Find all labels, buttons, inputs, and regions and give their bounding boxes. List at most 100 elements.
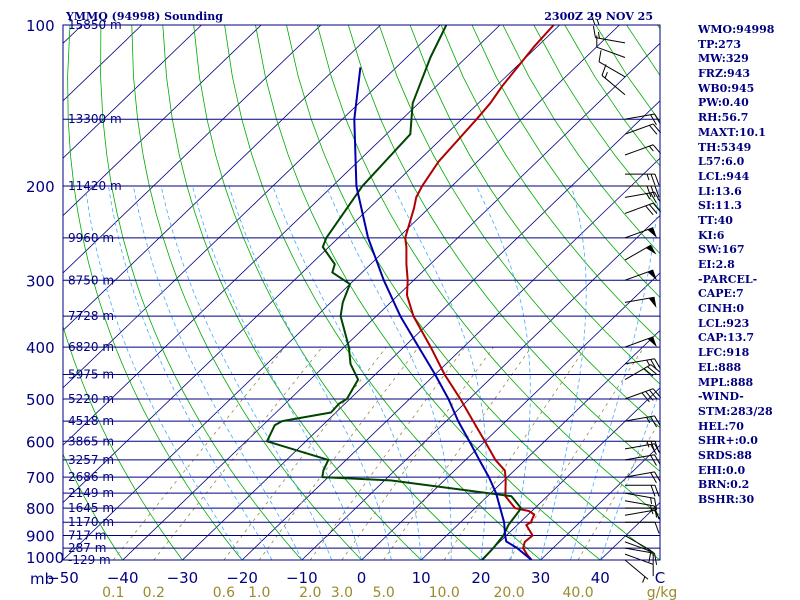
mixing-ratio-label: 1.0 (248, 585, 270, 600)
height-label: 5975 m (68, 367, 114, 381)
pressure-axis: 100 200 300 400 500 600 700 800 900 1000 (26, 17, 64, 567)
index-value: SW:167 (698, 243, 745, 257)
mixing-ratio-line (443, 346, 587, 560)
wind-barb (625, 521, 660, 534)
temperature-axis: −50 −40 −30 −20 −10 0 10 20 30 40 C (47, 569, 665, 587)
pressure-tick-label: 200 (26, 178, 55, 196)
dry-adiabat (67, 25, 243, 560)
wind-barb (624, 123, 662, 135)
isotherm (480, 387, 660, 560)
index-value: LI:13.6 (698, 184, 742, 198)
isotherm (301, 215, 660, 560)
temperature-tick-label: −30 (167, 569, 199, 587)
index-value: MW:329 (698, 52, 749, 66)
moist-adiabat (392, 185, 487, 560)
dry-adiabat (255, 25, 601, 560)
wind-barb (601, 64, 626, 96)
dry-adiabat (440, 25, 660, 342)
wind-barb (624, 500, 658, 518)
height-label: 287 m (68, 541, 106, 555)
index-value: CAPE:7 (698, 287, 744, 301)
index-value: FRZ:943 (698, 67, 751, 81)
height-label: 9960 m (68, 231, 114, 245)
isotherm (63, 25, 560, 504)
index-value: LCL:923 (698, 316, 750, 330)
temperature-tick-label: −40 (107, 569, 139, 587)
wind-barb (624, 541, 654, 564)
dry-adiabat (378, 25, 660, 429)
mixing-ratio-label: 0.2 (143, 585, 165, 600)
isotherm (241, 157, 660, 560)
mixing-ratio-line (383, 346, 532, 560)
index-value: MAXT:10.1 (698, 125, 766, 139)
mixing-ratio-label: 5.0 (373, 585, 395, 600)
height-label: 717 m (68, 529, 106, 543)
wind-barb (624, 553, 654, 577)
height-label: 11420 m (68, 179, 122, 193)
index-value: TP:273 (698, 37, 742, 51)
wind-barb (592, 26, 626, 44)
index-value: KI:6 (698, 228, 725, 242)
wind-barb (624, 415, 661, 427)
moist-adiabat (228, 185, 392, 560)
temperature-tick-label: 0 (357, 569, 367, 587)
dry-adiabat (63, 325, 183, 560)
isotherm (63, 25, 262, 217)
index-value: PW:0.40 (698, 96, 749, 110)
dry-adiabat (317, 25, 660, 516)
pressure-tick-label: 600 (26, 433, 55, 451)
dry-adiabat (224, 25, 542, 560)
mixing-ratio-label: 0.1 (102, 585, 124, 600)
isotherm (182, 100, 660, 560)
moist-adiabat (325, 185, 452, 560)
dry-adiabat (131, 25, 363, 560)
dry-adiabat (63, 559, 64, 560)
height-label: 6820 m (68, 340, 114, 354)
wind-barb (624, 269, 657, 281)
stability-index-panel: WMO:94998 TP:273 MW:329 FRZ:943 WB0:945 PW:0.… (698, 23, 798, 508)
mixing-ratio-label: 40.0 (562, 585, 593, 600)
height-label: 1645 m (68, 501, 114, 515)
index-value: -PARCEL- (698, 272, 758, 286)
moist-adiabat (108, 186, 273, 560)
mixing-ratio-line (153, 346, 323, 560)
index-value: CAP:13.7 (698, 331, 755, 345)
index-value: EI:2.8 (698, 258, 735, 271)
mixing-ratio-label: 3.0 (331, 585, 353, 600)
temperature-tick-label: 10 (412, 569, 431, 587)
dry-adiabat (100, 25, 303, 560)
pressure-tick-label: 900 (26, 528, 55, 546)
wind-barb (624, 364, 661, 381)
temperature-tick-label: 20 (471, 569, 490, 587)
mixing-ratio-label: 2.0 (299, 585, 321, 600)
wind-barb (598, 50, 626, 78)
pressure-tick-label: 500 (26, 391, 55, 409)
chart-title-station: YMMQ (94998) Sounding (65, 10, 223, 23)
wind-barb (624, 113, 661, 126)
height-label: 1170 m (68, 515, 114, 529)
temperature-tick-label: C (655, 569, 665, 587)
index-value: EHI:0.0 (698, 463, 746, 477)
wind-barb (625, 484, 660, 497)
height-label: 7728 m (68, 309, 114, 323)
mixing-ratio-label: 10.0 (429, 585, 460, 600)
index-value: EL:888 (698, 360, 742, 374)
isotherm (63, 25, 501, 446)
dry-adiabat (193, 25, 482, 560)
isotherm (361, 272, 660, 560)
dry-adiabat (347, 25, 660, 472)
temperature-tick-label: −10 (286, 569, 318, 587)
moist-adiabat (84, 186, 243, 560)
wind-barb (624, 296, 657, 309)
pressure-tick-label: 300 (26, 272, 55, 290)
dry-adiabat (63, 453, 124, 560)
index-value: L57:6.0 (698, 155, 745, 169)
index-value: MPL:888 (698, 375, 754, 389)
isotherm (63, 25, 381, 331)
height-label: 2149 m (68, 486, 114, 500)
moist-adiabat (540, 185, 587, 560)
index-value: SRDS:88 (698, 448, 752, 462)
mixing-ratio-axis: 0.1 0.2 0.6 1.0 2.0 3.0 5.0 10.0 20.0 40.0 g/kg (102, 585, 677, 600)
height-labels: 15850 m 13300 m 11420 m 9960 m 8750 m 7728 m 6… (68, 18, 122, 567)
